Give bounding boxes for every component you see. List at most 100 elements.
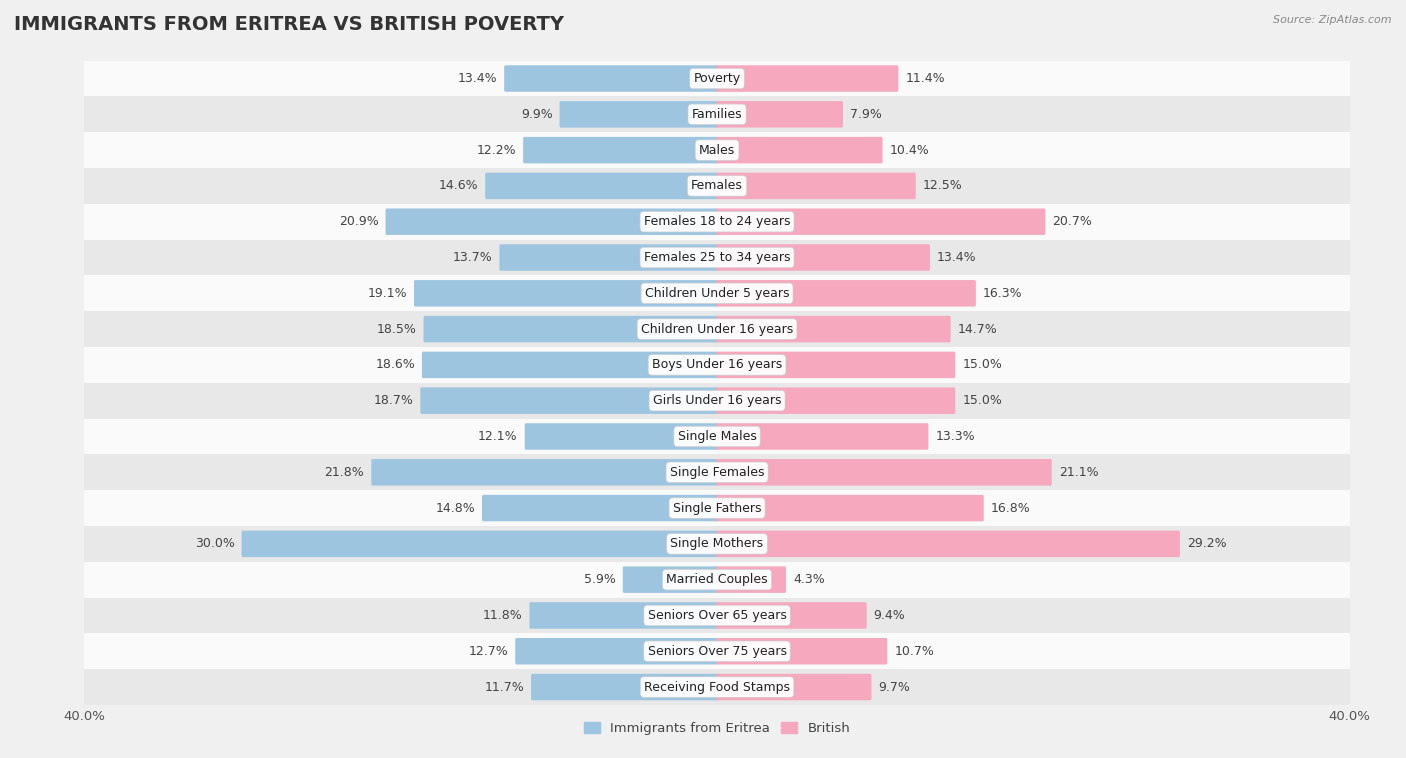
Bar bbox=[84, 526, 1350, 562]
FancyBboxPatch shape bbox=[716, 638, 887, 665]
Text: Single Males: Single Males bbox=[678, 430, 756, 443]
Text: 15.0%: 15.0% bbox=[962, 359, 1002, 371]
Text: 10.7%: 10.7% bbox=[894, 645, 934, 658]
Text: Married Couples: Married Couples bbox=[666, 573, 768, 586]
FancyBboxPatch shape bbox=[423, 316, 718, 343]
FancyBboxPatch shape bbox=[716, 316, 950, 343]
Text: 15.0%: 15.0% bbox=[962, 394, 1002, 407]
Text: Families: Families bbox=[692, 108, 742, 121]
Text: 9.7%: 9.7% bbox=[879, 681, 910, 694]
Text: Single Females: Single Females bbox=[669, 465, 765, 479]
Text: 20.7%: 20.7% bbox=[1052, 215, 1092, 228]
Bar bbox=[84, 275, 1350, 312]
Bar bbox=[84, 96, 1350, 132]
Text: 12.1%: 12.1% bbox=[478, 430, 517, 443]
Text: 12.7%: 12.7% bbox=[468, 645, 509, 658]
FancyBboxPatch shape bbox=[530, 602, 718, 628]
Bar bbox=[84, 312, 1350, 347]
Text: 9.9%: 9.9% bbox=[520, 108, 553, 121]
Text: Poverty: Poverty bbox=[693, 72, 741, 85]
FancyBboxPatch shape bbox=[716, 602, 866, 628]
FancyBboxPatch shape bbox=[716, 459, 1052, 486]
Text: 13.3%: 13.3% bbox=[935, 430, 974, 443]
Text: 30.0%: 30.0% bbox=[195, 537, 235, 550]
Bar bbox=[84, 61, 1350, 96]
Text: 11.7%: 11.7% bbox=[484, 681, 524, 694]
Text: 14.6%: 14.6% bbox=[439, 180, 478, 193]
FancyBboxPatch shape bbox=[716, 531, 1180, 557]
Text: Boys Under 16 years: Boys Under 16 years bbox=[652, 359, 782, 371]
FancyBboxPatch shape bbox=[531, 674, 718, 700]
FancyBboxPatch shape bbox=[524, 423, 718, 449]
Legend: Immigrants from Eritrea, British: Immigrants from Eritrea, British bbox=[579, 716, 855, 741]
Bar bbox=[84, 562, 1350, 597]
Text: 19.1%: 19.1% bbox=[367, 287, 408, 300]
Text: 13.4%: 13.4% bbox=[457, 72, 498, 85]
FancyBboxPatch shape bbox=[716, 137, 883, 164]
Text: 18.7%: 18.7% bbox=[374, 394, 413, 407]
Text: 29.2%: 29.2% bbox=[1187, 537, 1226, 550]
FancyBboxPatch shape bbox=[716, 352, 955, 378]
Bar bbox=[84, 454, 1350, 490]
Text: Males: Males bbox=[699, 143, 735, 157]
Bar bbox=[84, 204, 1350, 240]
Text: 16.3%: 16.3% bbox=[983, 287, 1022, 300]
FancyBboxPatch shape bbox=[716, 423, 928, 449]
Text: Seniors Over 65 years: Seniors Over 65 years bbox=[648, 609, 786, 622]
Text: 18.5%: 18.5% bbox=[377, 323, 416, 336]
Text: Females 18 to 24 years: Females 18 to 24 years bbox=[644, 215, 790, 228]
FancyBboxPatch shape bbox=[422, 352, 718, 378]
Text: 16.8%: 16.8% bbox=[991, 502, 1031, 515]
FancyBboxPatch shape bbox=[716, 280, 976, 306]
Text: 7.9%: 7.9% bbox=[851, 108, 882, 121]
FancyBboxPatch shape bbox=[499, 244, 718, 271]
Text: 12.5%: 12.5% bbox=[922, 180, 963, 193]
Bar bbox=[84, 168, 1350, 204]
FancyBboxPatch shape bbox=[716, 208, 1046, 235]
Text: Receiving Food Stamps: Receiving Food Stamps bbox=[644, 681, 790, 694]
Text: Single Fathers: Single Fathers bbox=[673, 502, 761, 515]
Bar bbox=[84, 347, 1350, 383]
FancyBboxPatch shape bbox=[716, 387, 955, 414]
FancyBboxPatch shape bbox=[523, 137, 718, 164]
Text: Children Under 16 years: Children Under 16 years bbox=[641, 323, 793, 336]
FancyBboxPatch shape bbox=[716, 674, 872, 700]
Text: 11.4%: 11.4% bbox=[905, 72, 945, 85]
Text: 9.4%: 9.4% bbox=[873, 609, 905, 622]
FancyBboxPatch shape bbox=[485, 173, 718, 199]
Bar bbox=[84, 383, 1350, 418]
Bar bbox=[84, 490, 1350, 526]
FancyBboxPatch shape bbox=[413, 280, 718, 306]
FancyBboxPatch shape bbox=[242, 531, 718, 557]
FancyBboxPatch shape bbox=[716, 65, 898, 92]
Text: 21.8%: 21.8% bbox=[325, 465, 364, 479]
Text: 13.4%: 13.4% bbox=[936, 251, 977, 264]
Text: 4.3%: 4.3% bbox=[793, 573, 825, 586]
Bar bbox=[84, 132, 1350, 168]
FancyBboxPatch shape bbox=[385, 208, 718, 235]
Bar bbox=[84, 597, 1350, 634]
FancyBboxPatch shape bbox=[716, 101, 844, 127]
FancyBboxPatch shape bbox=[716, 244, 929, 271]
Text: 13.7%: 13.7% bbox=[453, 251, 492, 264]
FancyBboxPatch shape bbox=[515, 638, 718, 665]
Text: Single Mothers: Single Mothers bbox=[671, 537, 763, 550]
FancyBboxPatch shape bbox=[716, 495, 984, 522]
Text: 11.8%: 11.8% bbox=[482, 609, 523, 622]
FancyBboxPatch shape bbox=[482, 495, 718, 522]
FancyBboxPatch shape bbox=[716, 173, 915, 199]
Text: 20.9%: 20.9% bbox=[339, 215, 378, 228]
FancyBboxPatch shape bbox=[420, 387, 718, 414]
FancyBboxPatch shape bbox=[505, 65, 718, 92]
Bar bbox=[84, 634, 1350, 669]
Text: Females: Females bbox=[692, 180, 742, 193]
FancyBboxPatch shape bbox=[560, 101, 718, 127]
Text: Source: ZipAtlas.com: Source: ZipAtlas.com bbox=[1274, 15, 1392, 25]
Text: 10.4%: 10.4% bbox=[890, 143, 929, 157]
Text: 21.1%: 21.1% bbox=[1059, 465, 1098, 479]
Text: Seniors Over 75 years: Seniors Over 75 years bbox=[648, 645, 786, 658]
Text: IMMIGRANTS FROM ERITREA VS BRITISH POVERTY: IMMIGRANTS FROM ERITREA VS BRITISH POVER… bbox=[14, 15, 564, 34]
FancyBboxPatch shape bbox=[623, 566, 718, 593]
Bar bbox=[84, 418, 1350, 454]
Text: 12.2%: 12.2% bbox=[477, 143, 516, 157]
